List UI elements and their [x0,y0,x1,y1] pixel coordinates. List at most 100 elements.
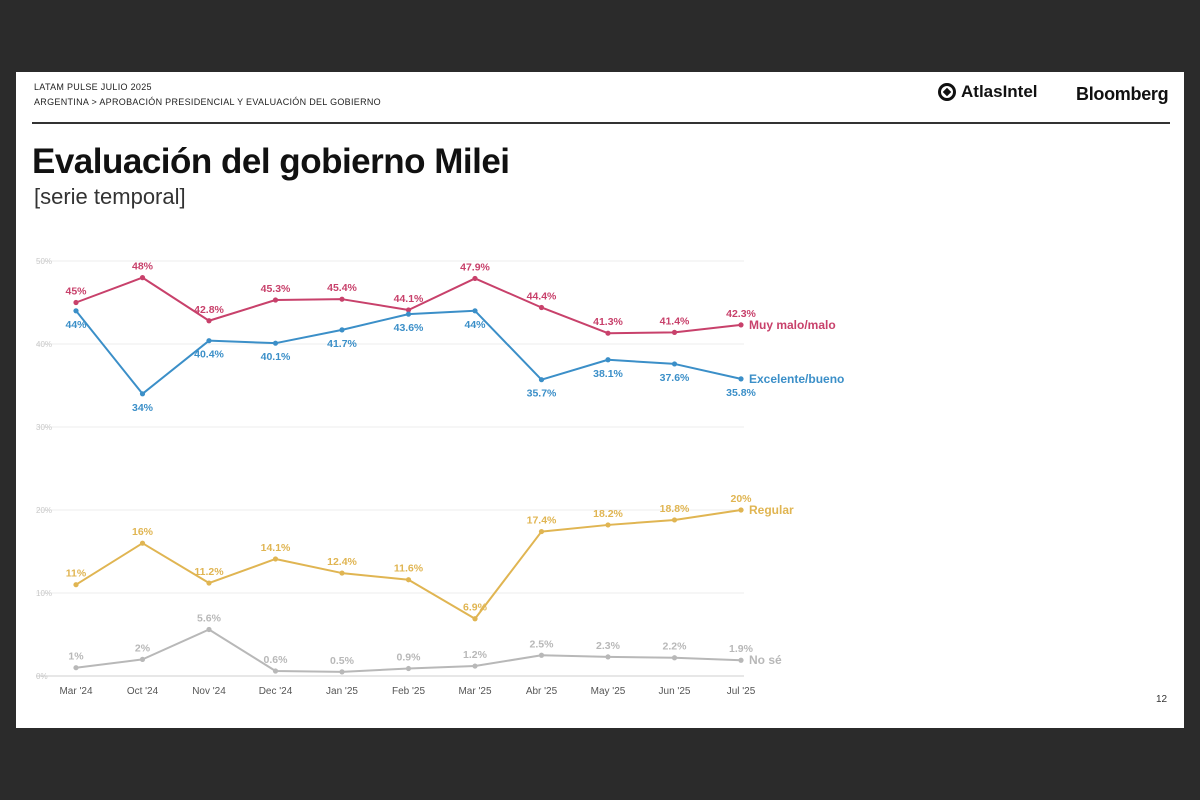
data-label-2-4: 12.4% [327,556,357,568]
x-tick-label-7: Abr '25 [526,686,558,697]
chart-title: Evaluación del gobierno Milei [32,142,510,181]
x-tick-label-10: Jul '25 [727,686,756,697]
data-point-3-5 [405,665,412,672]
data-point-2-0 [73,582,79,588]
data-point-0-3 [272,297,279,303]
data-point-3-10 [738,657,744,663]
data-label-3-4: 0.5% [330,655,355,667]
data-point-0-2 [206,318,212,324]
data-point-3-3 [272,668,279,674]
data-point-3-8 [605,654,611,660]
data-label-1-3: 40.1% [261,351,291,363]
y-tick-label-40: 40% [36,340,52,349]
data-point-1-10 [738,376,744,382]
data-label-1-2: 40.4% [194,349,224,361]
data-point-0-7 [538,304,545,311]
data-point-3-4 [339,669,345,675]
data-label-2-3: 14.1% [261,542,291,554]
data-point-2-5 [405,577,412,583]
data-label-0-5: 44.1% [394,293,424,305]
slide: LATAM PULSE JULIO 2025 ARGENTINA > APROB… [16,72,1184,728]
data-point-3-2 [206,626,212,633]
x-tick-label-5: Feb '25 [392,686,425,697]
y-tick-label-10: 10% [36,589,52,598]
data-label-0-0: 45% [65,286,87,298]
data-point-0-10 [738,322,744,328]
data-point-2-2 [206,580,212,586]
data-label-3-7: 2.5% [530,638,555,650]
data-point-0-4 [339,296,345,302]
data-label-3-1: 2% [135,642,151,654]
series-name-0: Muy malo/malo [749,318,836,332]
data-label-1-7: 35.7% [527,388,557,400]
page-number: 12 [1156,694,1168,705]
data-point-2-9 [671,517,678,523]
data-point-1-3 [272,340,279,346]
data-label-0-6: 47.9% [460,261,490,273]
data-point-2-1 [139,540,146,546]
x-tick-label-9: Jun '25 [659,686,691,697]
bloomberg-logo: Bloomberg [1076,84,1169,104]
data-label-0-7: 44.4% [527,290,557,302]
atlasintel-logo-text: AtlasIntel [961,82,1038,101]
header-line-2: ARGENTINA > APROBACIÓN PRESIDENCIAL Y EV… [34,97,381,107]
y-tick-label-0: 0% [36,672,48,681]
data-label-2-0: 11% [66,568,87,580]
data-label-1-6: 44% [464,319,486,331]
line-chart: 0% 10% 20% 30% 40% 50% Mar '24 Oct '24 Nov '24 De… [36,257,844,697]
header-line-1: LATAM PULSE JULIO 2025 [34,82,152,92]
data-label-2-9: 18.8% [660,503,690,515]
x-tick-label-3: Dec '24 [259,686,293,697]
data-point-1-0 [73,308,79,314]
data-point-1-9 [671,361,678,367]
data-label-1-5: 43.6% [394,322,424,334]
data-label-3-8: 2.3% [596,640,621,652]
data-label-1-1: 34% [132,402,154,414]
data-label-1-0: 44% [65,319,87,331]
data-point-2-8 [605,522,611,528]
data-point-1-5 [405,311,412,317]
x-tick-label-1: Oct '24 [127,686,159,697]
data-point-1-2 [206,338,212,344]
series-name-1: Excelente/bueno [749,372,844,386]
data-label-3-3: 0.6% [264,654,289,666]
data-label-0-9: 41.4% [660,315,690,327]
data-point-0-5 [405,307,412,313]
data-label-2-6: 6.9% [463,602,488,614]
data-label-3-5: 0.9% [397,652,422,664]
data-label-2-2: 11.2% [194,566,224,578]
data-label-1-9: 37.6% [660,372,690,384]
data-label-0-8: 41.3% [593,316,623,328]
data-label-0-4: 45.4% [327,282,357,294]
data-point-1-6 [472,308,478,314]
data-point-3-1 [139,656,146,663]
x-tick-label-4: Jan '25 [326,686,358,697]
data-point-3-9 [671,655,678,661]
data-label-3-6: 1.2% [463,649,488,661]
atlasintel-mark-icon [938,83,956,101]
data-point-1-1 [139,391,146,397]
data-point-1-4 [339,327,345,333]
data-label-0-2: 42.8% [194,304,224,316]
data-point-0-1 [139,275,146,281]
series-name-2: Regular [749,503,794,517]
data-label-0-3: 45.3% [261,283,291,295]
data-point-0-8 [605,330,611,336]
data-point-1-7 [538,377,545,383]
data-point-1-8 [605,357,611,363]
x-tick-label-0: Mar '24 [59,686,92,697]
data-point-2-3 [272,556,279,562]
header-divider [32,122,1170,124]
chart-subtitle: [serie temporal] [34,184,186,209]
x-tick-label-2: Nov '24 [192,686,226,697]
data-label-3-0: 1% [68,651,84,663]
y-tick-label-50: 50% [36,257,52,266]
data-point-0-6 [472,275,478,282]
data-point-3-7 [538,652,545,658]
data-label-0-10: 42.3% [726,308,756,320]
data-label-0-1: 48% [132,261,154,273]
data-point-2-6 [472,616,478,622]
data-label-3-2: 5.6% [197,613,222,625]
data-point-3-0 [73,665,79,671]
data-point-2-7 [538,528,545,535]
